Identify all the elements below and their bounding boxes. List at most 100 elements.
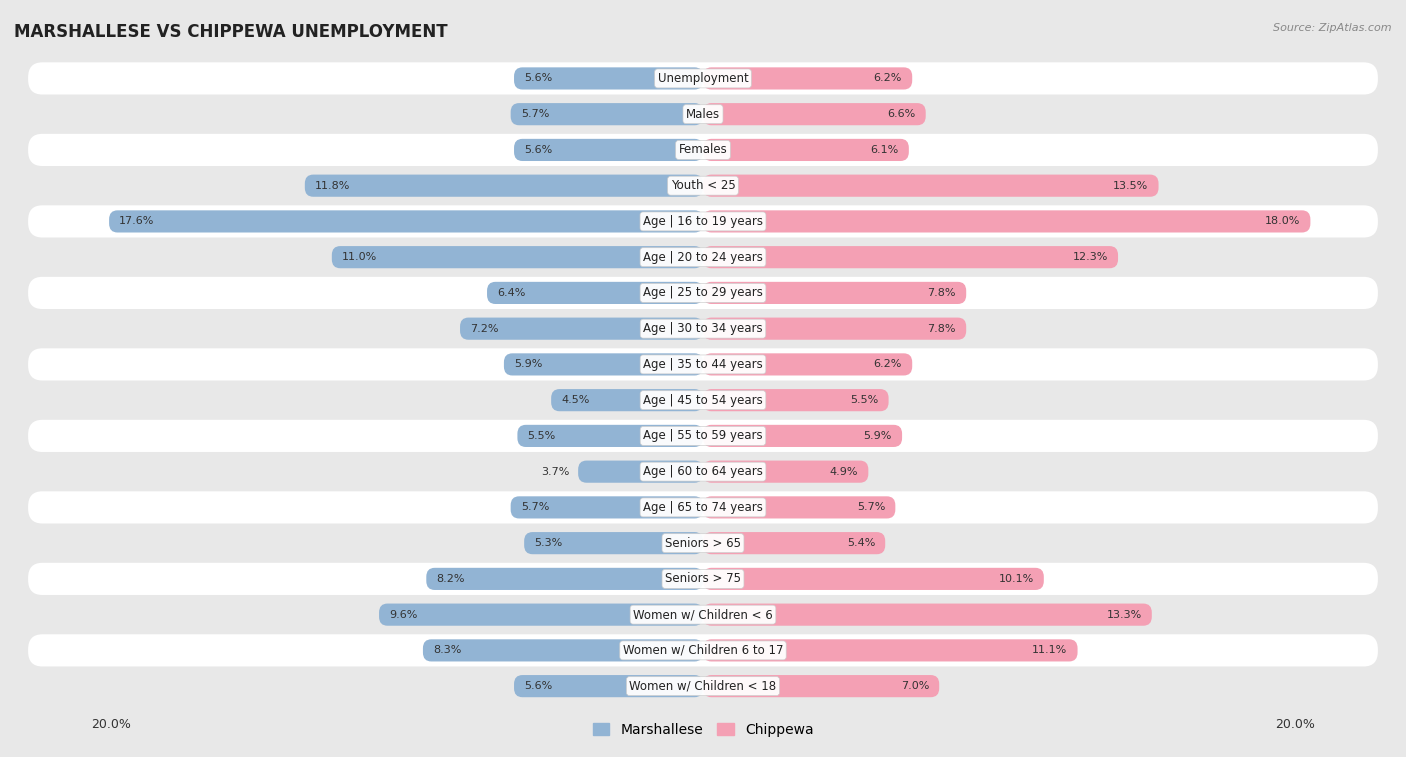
Text: 6.2%: 6.2% <box>873 73 903 83</box>
FancyBboxPatch shape <box>703 460 869 483</box>
Text: 9.6%: 9.6% <box>389 609 418 620</box>
Text: 5.6%: 5.6% <box>524 681 553 691</box>
FancyBboxPatch shape <box>28 527 1378 559</box>
FancyBboxPatch shape <box>28 634 1378 666</box>
Text: 11.0%: 11.0% <box>342 252 377 262</box>
Text: 5.5%: 5.5% <box>527 431 555 441</box>
Text: Age | 45 to 54 years: Age | 45 to 54 years <box>643 394 763 407</box>
Legend: Marshallese, Chippewa: Marshallese, Chippewa <box>588 717 818 742</box>
FancyBboxPatch shape <box>703 354 912 375</box>
Text: 17.6%: 17.6% <box>120 217 155 226</box>
Text: 5.7%: 5.7% <box>520 109 550 119</box>
FancyBboxPatch shape <box>515 139 703 161</box>
FancyBboxPatch shape <box>28 599 1378 631</box>
FancyBboxPatch shape <box>515 67 703 89</box>
FancyBboxPatch shape <box>380 603 703 626</box>
Text: Males: Males <box>686 107 720 120</box>
Text: 6.2%: 6.2% <box>873 360 903 369</box>
FancyBboxPatch shape <box>703 675 939 697</box>
Text: Age | 35 to 44 years: Age | 35 to 44 years <box>643 358 763 371</box>
Text: 5.3%: 5.3% <box>534 538 562 548</box>
Text: 7.8%: 7.8% <box>928 324 956 334</box>
Text: Seniors > 75: Seniors > 75 <box>665 572 741 585</box>
FancyBboxPatch shape <box>524 532 703 554</box>
FancyBboxPatch shape <box>28 562 1378 595</box>
Text: 5.4%: 5.4% <box>846 538 875 548</box>
FancyBboxPatch shape <box>28 98 1378 130</box>
FancyBboxPatch shape <box>703 139 908 161</box>
Text: MARSHALLESE VS CHIPPEWA UNEMPLOYMENT: MARSHALLESE VS CHIPPEWA UNEMPLOYMENT <box>14 23 447 41</box>
Text: 6.1%: 6.1% <box>870 145 898 155</box>
Text: 3.7%: 3.7% <box>541 466 569 477</box>
FancyBboxPatch shape <box>703 246 1118 268</box>
Text: Women w/ Children < 18: Women w/ Children < 18 <box>630 680 776 693</box>
Text: Age | 30 to 34 years: Age | 30 to 34 years <box>643 322 763 335</box>
Text: Age | 25 to 29 years: Age | 25 to 29 years <box>643 286 763 300</box>
Text: 5.7%: 5.7% <box>520 503 550 512</box>
FancyBboxPatch shape <box>28 241 1378 273</box>
Text: 8.2%: 8.2% <box>436 574 465 584</box>
FancyBboxPatch shape <box>28 170 1378 202</box>
Text: 6.6%: 6.6% <box>887 109 915 119</box>
Text: Age | 65 to 74 years: Age | 65 to 74 years <box>643 501 763 514</box>
Text: 10.1%: 10.1% <box>998 574 1033 584</box>
FancyBboxPatch shape <box>551 389 703 411</box>
FancyBboxPatch shape <box>28 348 1378 381</box>
FancyBboxPatch shape <box>28 420 1378 452</box>
FancyBboxPatch shape <box>28 313 1378 344</box>
Text: 4.5%: 4.5% <box>561 395 589 405</box>
Text: 7.8%: 7.8% <box>928 288 956 298</box>
Text: 12.3%: 12.3% <box>1073 252 1108 262</box>
FancyBboxPatch shape <box>426 568 703 590</box>
FancyBboxPatch shape <box>332 246 703 268</box>
FancyBboxPatch shape <box>510 103 703 125</box>
Text: Youth < 25: Youth < 25 <box>671 179 735 192</box>
Text: 20.0%: 20.0% <box>91 718 131 731</box>
FancyBboxPatch shape <box>28 205 1378 238</box>
Text: 13.5%: 13.5% <box>1114 181 1149 191</box>
FancyBboxPatch shape <box>703 210 1310 232</box>
FancyBboxPatch shape <box>703 67 912 89</box>
FancyBboxPatch shape <box>423 640 703 662</box>
FancyBboxPatch shape <box>703 497 896 519</box>
Text: Age | 60 to 64 years: Age | 60 to 64 years <box>643 465 763 478</box>
Text: Women w/ Children < 6: Women w/ Children < 6 <box>633 608 773 621</box>
Text: 11.1%: 11.1% <box>1032 646 1067 656</box>
FancyBboxPatch shape <box>703 389 889 411</box>
Text: 6.4%: 6.4% <box>498 288 526 298</box>
FancyBboxPatch shape <box>305 175 703 197</box>
FancyBboxPatch shape <box>28 456 1378 488</box>
FancyBboxPatch shape <box>703 532 886 554</box>
Text: 5.7%: 5.7% <box>856 503 886 512</box>
Text: Age | 55 to 59 years: Age | 55 to 59 years <box>643 429 763 442</box>
FancyBboxPatch shape <box>703 425 903 447</box>
Text: 18.0%: 18.0% <box>1265 217 1301 226</box>
FancyBboxPatch shape <box>486 282 703 304</box>
Text: Age | 20 to 24 years: Age | 20 to 24 years <box>643 251 763 263</box>
FancyBboxPatch shape <box>28 277 1378 309</box>
FancyBboxPatch shape <box>515 675 703 697</box>
FancyBboxPatch shape <box>28 134 1378 166</box>
FancyBboxPatch shape <box>28 670 1378 702</box>
FancyBboxPatch shape <box>703 318 966 340</box>
FancyBboxPatch shape <box>503 354 703 375</box>
Text: 20.0%: 20.0% <box>1275 718 1315 731</box>
Text: 5.5%: 5.5% <box>851 395 879 405</box>
FancyBboxPatch shape <box>517 425 703 447</box>
Text: 8.3%: 8.3% <box>433 646 461 656</box>
FancyBboxPatch shape <box>703 640 1077 662</box>
Text: 7.0%: 7.0% <box>901 681 929 691</box>
FancyBboxPatch shape <box>578 460 703 483</box>
Text: 7.2%: 7.2% <box>470 324 499 334</box>
FancyBboxPatch shape <box>28 384 1378 416</box>
Text: 5.9%: 5.9% <box>863 431 891 441</box>
Text: Unemployment: Unemployment <box>658 72 748 85</box>
FancyBboxPatch shape <box>703 603 1152 626</box>
FancyBboxPatch shape <box>703 175 1159 197</box>
FancyBboxPatch shape <box>703 568 1043 590</box>
Text: Females: Females <box>679 143 727 157</box>
FancyBboxPatch shape <box>703 282 966 304</box>
FancyBboxPatch shape <box>28 491 1378 524</box>
Text: Source: ZipAtlas.com: Source: ZipAtlas.com <box>1274 23 1392 33</box>
Text: 5.6%: 5.6% <box>524 73 553 83</box>
